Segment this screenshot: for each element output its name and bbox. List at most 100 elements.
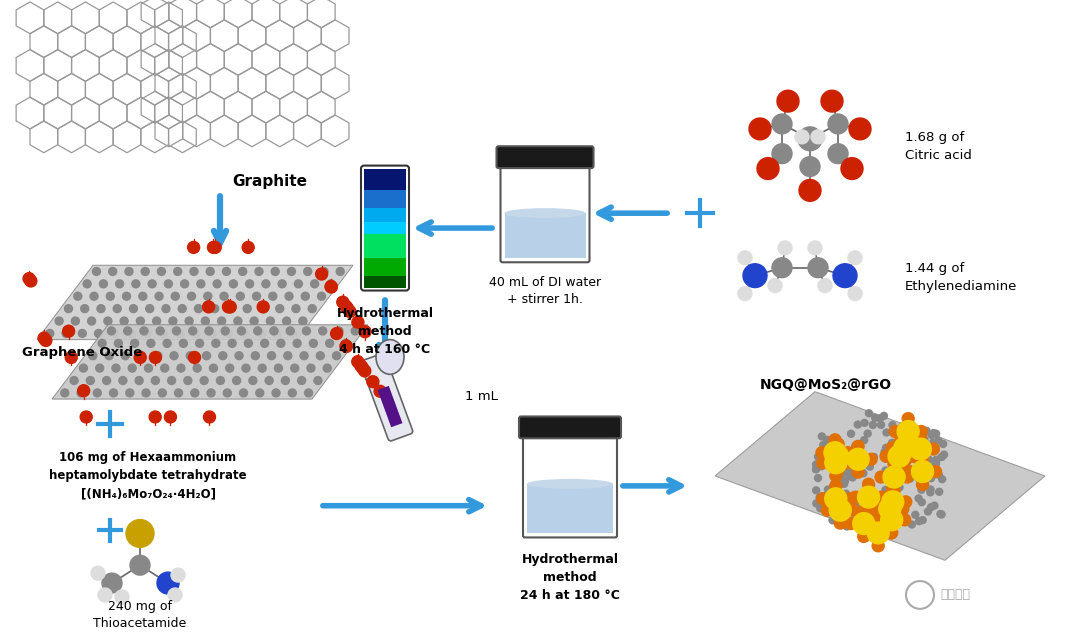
Circle shape <box>114 590 129 604</box>
Circle shape <box>928 443 940 455</box>
Circle shape <box>828 447 835 454</box>
Circle shape <box>853 513 875 534</box>
Circle shape <box>140 327 148 335</box>
Circle shape <box>848 473 854 480</box>
Circle shape <box>881 448 888 455</box>
Circle shape <box>909 425 916 432</box>
Polygon shape <box>52 325 368 399</box>
Circle shape <box>894 475 901 482</box>
Circle shape <box>932 460 940 467</box>
Circle shape <box>905 427 912 434</box>
Circle shape <box>816 493 828 505</box>
Circle shape <box>186 352 194 360</box>
Circle shape <box>212 340 220 347</box>
Circle shape <box>899 469 905 476</box>
Circle shape <box>864 430 872 437</box>
Circle shape <box>260 340 269 347</box>
Circle shape <box>881 524 889 531</box>
Circle shape <box>829 499 851 521</box>
Circle shape <box>149 411 161 423</box>
Circle shape <box>777 90 799 112</box>
Circle shape <box>772 114 792 134</box>
Circle shape <box>210 364 217 372</box>
Circle shape <box>148 280 157 288</box>
Circle shape <box>119 376 126 385</box>
Circle shape <box>823 492 831 499</box>
Circle shape <box>305 389 312 397</box>
Circle shape <box>888 484 900 496</box>
Circle shape <box>192 329 200 338</box>
Circle shape <box>882 445 890 451</box>
Circle shape <box>847 448 869 470</box>
Circle shape <box>120 317 129 325</box>
Circle shape <box>899 429 912 441</box>
Circle shape <box>78 329 86 338</box>
Circle shape <box>893 443 901 450</box>
Circle shape <box>863 504 875 516</box>
Circle shape <box>105 352 113 360</box>
Circle shape <box>902 413 914 424</box>
Circle shape <box>896 431 904 438</box>
Circle shape <box>112 364 120 372</box>
Circle shape <box>829 469 841 482</box>
Circle shape <box>185 317 193 325</box>
Circle shape <box>109 268 117 275</box>
Circle shape <box>935 489 943 495</box>
Circle shape <box>927 486 934 493</box>
Circle shape <box>825 446 832 453</box>
Circle shape <box>152 317 161 325</box>
Circle shape <box>915 430 927 442</box>
Circle shape <box>292 304 300 313</box>
Circle shape <box>210 241 221 254</box>
Circle shape <box>915 475 922 482</box>
Circle shape <box>852 466 864 478</box>
Circle shape <box>62 329 70 338</box>
Circle shape <box>897 420 919 442</box>
Circle shape <box>132 280 140 288</box>
Circle shape <box>816 457 828 469</box>
Circle shape <box>870 518 882 529</box>
Circle shape <box>848 287 862 301</box>
Circle shape <box>907 435 915 442</box>
Circle shape <box>122 292 131 300</box>
Circle shape <box>881 512 888 519</box>
Bar <box>364 234 406 258</box>
Circle shape <box>137 352 146 360</box>
Circle shape <box>860 469 867 476</box>
Circle shape <box>915 495 922 502</box>
Circle shape <box>295 280 302 288</box>
Circle shape <box>798 127 822 151</box>
Circle shape <box>906 581 934 609</box>
Polygon shape <box>37 265 353 340</box>
Circle shape <box>867 484 874 491</box>
Circle shape <box>928 504 934 511</box>
Circle shape <box>891 519 897 526</box>
Circle shape <box>283 317 291 325</box>
Circle shape <box>879 506 887 513</box>
Circle shape <box>145 364 152 372</box>
Circle shape <box>888 527 895 534</box>
Circle shape <box>859 462 865 469</box>
Circle shape <box>813 500 820 507</box>
Circle shape <box>906 475 914 482</box>
Circle shape <box>819 501 825 508</box>
Circle shape <box>849 118 870 140</box>
Circle shape <box>25 275 37 287</box>
FancyBboxPatch shape <box>497 147 594 168</box>
Circle shape <box>309 340 318 347</box>
Circle shape <box>928 469 935 476</box>
Circle shape <box>880 412 888 419</box>
Circle shape <box>933 456 940 463</box>
Circle shape <box>893 438 905 450</box>
Circle shape <box>265 376 273 385</box>
Circle shape <box>841 468 849 474</box>
Circle shape <box>883 466 905 488</box>
Bar <box>364 169 406 190</box>
Circle shape <box>276 340 285 347</box>
Circle shape <box>812 487 820 494</box>
Circle shape <box>269 292 276 300</box>
Circle shape <box>918 483 926 490</box>
Circle shape <box>863 514 870 521</box>
Circle shape <box>800 157 820 176</box>
Circle shape <box>89 352 97 360</box>
